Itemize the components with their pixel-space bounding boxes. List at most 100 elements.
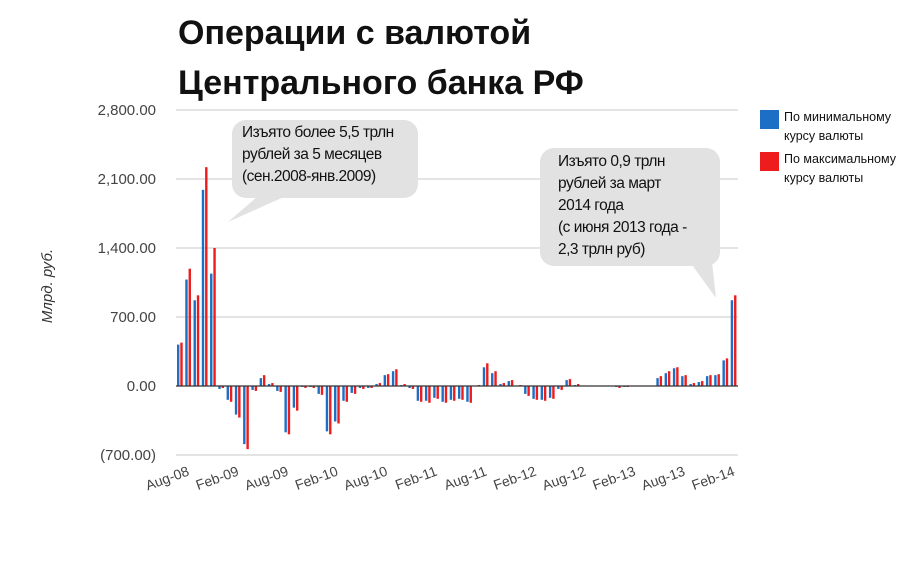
bar-max	[238, 386, 241, 418]
annotation-line: 2,3 трлн руб)	[558, 241, 645, 258]
bar-max	[577, 384, 580, 386]
bar-max	[659, 376, 663, 386]
bar-max	[734, 295, 737, 386]
bar-min	[259, 378, 263, 386]
bar-max	[180, 342, 183, 386]
bar-max	[262, 375, 266, 386]
bar-min	[689, 384, 692, 386]
bar-max	[229, 386, 233, 402]
bar-max	[692, 383, 696, 386]
bar-min	[284, 386, 287, 433]
bar-min	[218, 386, 221, 389]
bar-min	[234, 386, 238, 415]
bar-min	[251, 386, 254, 390]
bar-max	[510, 380, 514, 386]
bar-max	[246, 386, 249, 450]
bar-min	[185, 279, 188, 386]
bar-min	[499, 384, 502, 386]
bar-max	[279, 386, 282, 392]
bar-min	[325, 386, 329, 432]
bar-min	[565, 380, 568, 386]
bar-min	[449, 386, 453, 400]
bar-min	[714, 375, 717, 386]
bar-min	[276, 386, 279, 391]
bar-min	[433, 386, 436, 398]
bar-max	[568, 379, 572, 386]
bar-min	[705, 376, 709, 386]
bar-min	[507, 381, 510, 386]
bar-max	[543, 386, 547, 401]
bar-max	[205, 167, 208, 386]
bar-min	[342, 386, 345, 401]
bar-min	[350, 386, 353, 393]
bar-max	[378, 383, 382, 386]
bar-min	[292, 386, 296, 408]
bar-min	[210, 273, 213, 386]
annotation-line: (с июня 2013 года -	[558, 219, 687, 236]
bar-max	[403, 384, 406, 386]
bar-max	[469, 386, 472, 403]
y-tick-label: 1,400.00	[98, 240, 156, 257]
bar-max	[329, 386, 332, 435]
bar-max	[618, 386, 621, 388]
bar-min	[524, 386, 527, 394]
annotation-line: 2014 года	[558, 197, 624, 214]
bar-max	[494, 371, 497, 386]
annotation-callout: Изъято более 5,5 трлн рублей за 5 месяце…	[232, 120, 418, 198]
bar-max	[725, 358, 729, 386]
bar-max	[345, 386, 348, 402]
bar-min	[243, 386, 246, 445]
bar-max	[304, 386, 307, 388]
y-tick-label: 700.00	[110, 309, 156, 326]
bar-min	[722, 360, 725, 386]
y-tick-label: 0.00	[127, 378, 156, 395]
legend-swatch-red	[760, 152, 779, 171]
annotation-line: рублей за март	[558, 175, 661, 192]
bar-min	[466, 386, 469, 402]
bar-min	[177, 344, 180, 386]
bar-min	[730, 300, 734, 386]
bar-max	[709, 375, 712, 386]
bar-min	[193, 300, 196, 386]
bar-max	[436, 386, 439, 399]
bar-max	[461, 386, 464, 400]
bar-min	[532, 386, 535, 399]
legend-item-max: По максимальному курсу валюты	[760, 150, 910, 188]
y-tick-label: 2,100.00	[98, 171, 156, 188]
bar-min	[391, 371, 395, 386]
chart-title-line: Операции с валютой	[178, 14, 532, 52]
bar-max	[676, 367, 679, 386]
bar-min	[201, 189, 205, 386]
callout-pointer-right	[690, 262, 716, 298]
bar-min	[540, 386, 544, 400]
bar-max	[320, 386, 324, 395]
bar-max	[527, 386, 530, 396]
bar-max	[312, 386, 315, 388]
bar-min	[441, 386, 444, 402]
bar-min	[334, 386, 337, 422]
bar-min	[375, 384, 378, 386]
bar-max	[535, 386, 539, 400]
bar-max	[188, 268, 191, 386]
bar-max	[717, 374, 720, 386]
bar-min	[416, 386, 420, 401]
bar-max	[411, 386, 415, 389]
bar-max	[296, 386, 299, 411]
bar-max	[700, 381, 704, 386]
bar-max	[337, 386, 340, 424]
bar-max	[353, 386, 357, 394]
bar-min	[681, 376, 684, 386]
legend-label: По минимальному курсу валюты	[784, 110, 892, 143]
bar-max	[395, 369, 398, 386]
y-tick-label: (700.00)	[100, 447, 156, 464]
bar-min	[557, 386, 560, 389]
bar-max	[254, 386, 258, 391]
legend-item-min: По минимальному курсу валюты	[760, 108, 910, 146]
bar-min	[491, 373, 494, 386]
bar-min	[548, 386, 552, 398]
annotation-line: Изъято 0,9 трлн	[558, 153, 666, 170]
annotation-line: (сен.2008-янв.2009)	[242, 168, 376, 185]
bar-max	[486, 363, 489, 386]
chart-title-line: Центрального банка РФ	[178, 64, 584, 102]
